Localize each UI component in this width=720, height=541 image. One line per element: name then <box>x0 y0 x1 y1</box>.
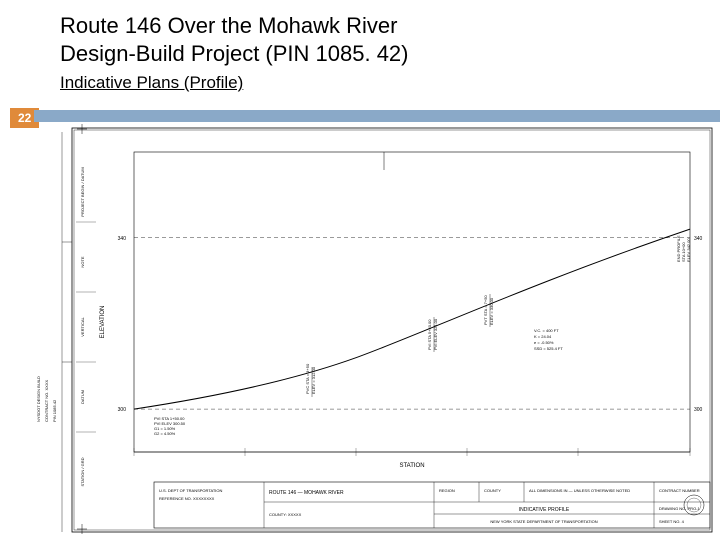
ytick-300r: 300 <box>694 407 703 413</box>
tb-drawing-no: DRAWING NO. PRO-1 <box>659 506 701 511</box>
svg-text:ELEV = 330.00: ELEV = 330.00 <box>489 297 494 325</box>
annotation-curve-data: V.C. = 400 FT K = 24.04 e = -0.50% SSD =… <box>534 328 563 351</box>
drawing-container: NYSDOT DESIGN BUILD CONTRACT NO. XXXX PI… <box>34 122 716 536</box>
slide-header: Route 146 Over the Mohawk River Design-B… <box>0 0 720 93</box>
annotation-pvt: PVT STA = 7+50 ELEV = 330.00 <box>483 295 494 325</box>
tb-agency: NEW YORK STATE DEPARTMENT OF TRANSPORTAT… <box>490 519 597 524</box>
svg-text:ELEV = 312.00: ELEV = 312.00 <box>311 366 316 394</box>
annotation-pvi-mid: PVI STA 5+50.00 PVI ELEV 321.00 <box>427 318 438 350</box>
svg-text:V.C. = 400 FT: V.C. = 400 FT <box>534 328 559 333</box>
ytick-340: 340 <box>118 236 127 242</box>
y-axis-label: ELEVATION <box>100 306 106 339</box>
x-axis-label: STATION <box>399 463 424 469</box>
svg-text:e = -0.50%: e = -0.50% <box>534 340 554 345</box>
tb-sheet: SHEET NO. 4 <box>659 519 685 524</box>
profile-drawing: NYSDOT DESIGN BUILD CONTRACT NO. XXXX PI… <box>34 122 716 536</box>
title-block: U.S. DEPT OF TRANSPORTATION REFERENCE NO… <box>154 482 710 528</box>
lsl-0: PROJECT BEGIN / DATUM <box>80 167 85 216</box>
tb-county: COUNTY <box>484 488 501 493</box>
tb-region: REGION <box>439 488 455 493</box>
title-line-2: Design-Build Project (PIN 1085. 42) <box>60 40 720 68</box>
svg-text:PVT STA = 7+50: PVT STA = 7+50 <box>483 295 488 325</box>
far-left-label-0: NYSDOT DESIGN BUILD <box>36 376 41 422</box>
inner-border <box>74 130 710 530</box>
lsl-1: NOTE <box>80 256 85 267</box>
left-title-strip: NYSDOT DESIGN BUILD CONTRACT NO. XXXX PI… <box>36 132 72 532</box>
tb-route-2: COUNTY: XXXXX <box>269 512 302 517</box>
lsl-2: VERTICAL <box>80 316 85 336</box>
color-strip <box>34 110 720 122</box>
tb-title: INDICATIVE PROFILE <box>519 507 570 513</box>
svg-text:SSD = 525.4 FT: SSD = 525.4 FT <box>534 346 563 351</box>
plot-region: 300 340 300 340 ELEVATION STATION PROJEC… <box>76 152 703 486</box>
tb-left-2: REFERENCE NO. XXXXXXXX <box>159 496 215 501</box>
svg-text:PVI STA 5+50.00: PVI STA 5+50.00 <box>427 319 432 350</box>
outer-border <box>72 128 712 532</box>
lsl-3: DATUM <box>80 390 85 404</box>
svg-text:G2 = 4.50%: G2 = 4.50% <box>154 431 176 436</box>
annotation-pvi-start: PVI STA 1+50.00 PVI ELEV 300.50 G1 = 1.5… <box>154 416 186 436</box>
profile-curve <box>134 229 690 409</box>
svg-text:K = 24.04: K = 24.04 <box>534 334 552 339</box>
subtitle: Indicative Plans (Profile) <box>60 73 720 93</box>
ytick-340r: 340 <box>694 236 703 242</box>
ytick-300: 300 <box>118 407 127 413</box>
curve-markers <box>312 294 490 397</box>
tb-left-1: U.S. DEPT OF TRANSPORTATION <box>159 488 223 493</box>
annotation-pvc: PVC STA = 3+50 ELEV = 312.00 <box>305 363 316 394</box>
svg-text:PVC STA = 3+50: PVC STA = 3+50 <box>305 363 310 394</box>
svg-text:ELEV 342.00: ELEV 342.00 <box>686 238 691 262</box>
annotation-end: END PROFILE STA 10+00 ELEV 342.00 <box>676 235 691 262</box>
tb-contract: CONTRACT NUMBER <box>659 488 700 493</box>
tb-route-1: ROUTE 146 — MOHAWK RIVER <box>269 490 344 496</box>
svg-text:PVI ELEV 321.00: PVI ELEV 321.00 <box>433 318 438 350</box>
lsl-4: STATION / GRD <box>80 457 85 486</box>
far-left-label-2: PIN 1085.42 <box>52 399 57 422</box>
far-left-label-1: CONTRACT NO. XXXX <box>44 380 49 422</box>
title-line-1: Route 146 Over the Mohawk River <box>60 12 720 40</box>
tb-note: ALL DIMENSIONS IN — UNLESS OTHERWISE NOT… <box>529 488 630 493</box>
left-side-labels: PROJECT BEGIN / DATUM NOTE VERTICAL DATU… <box>76 167 96 486</box>
